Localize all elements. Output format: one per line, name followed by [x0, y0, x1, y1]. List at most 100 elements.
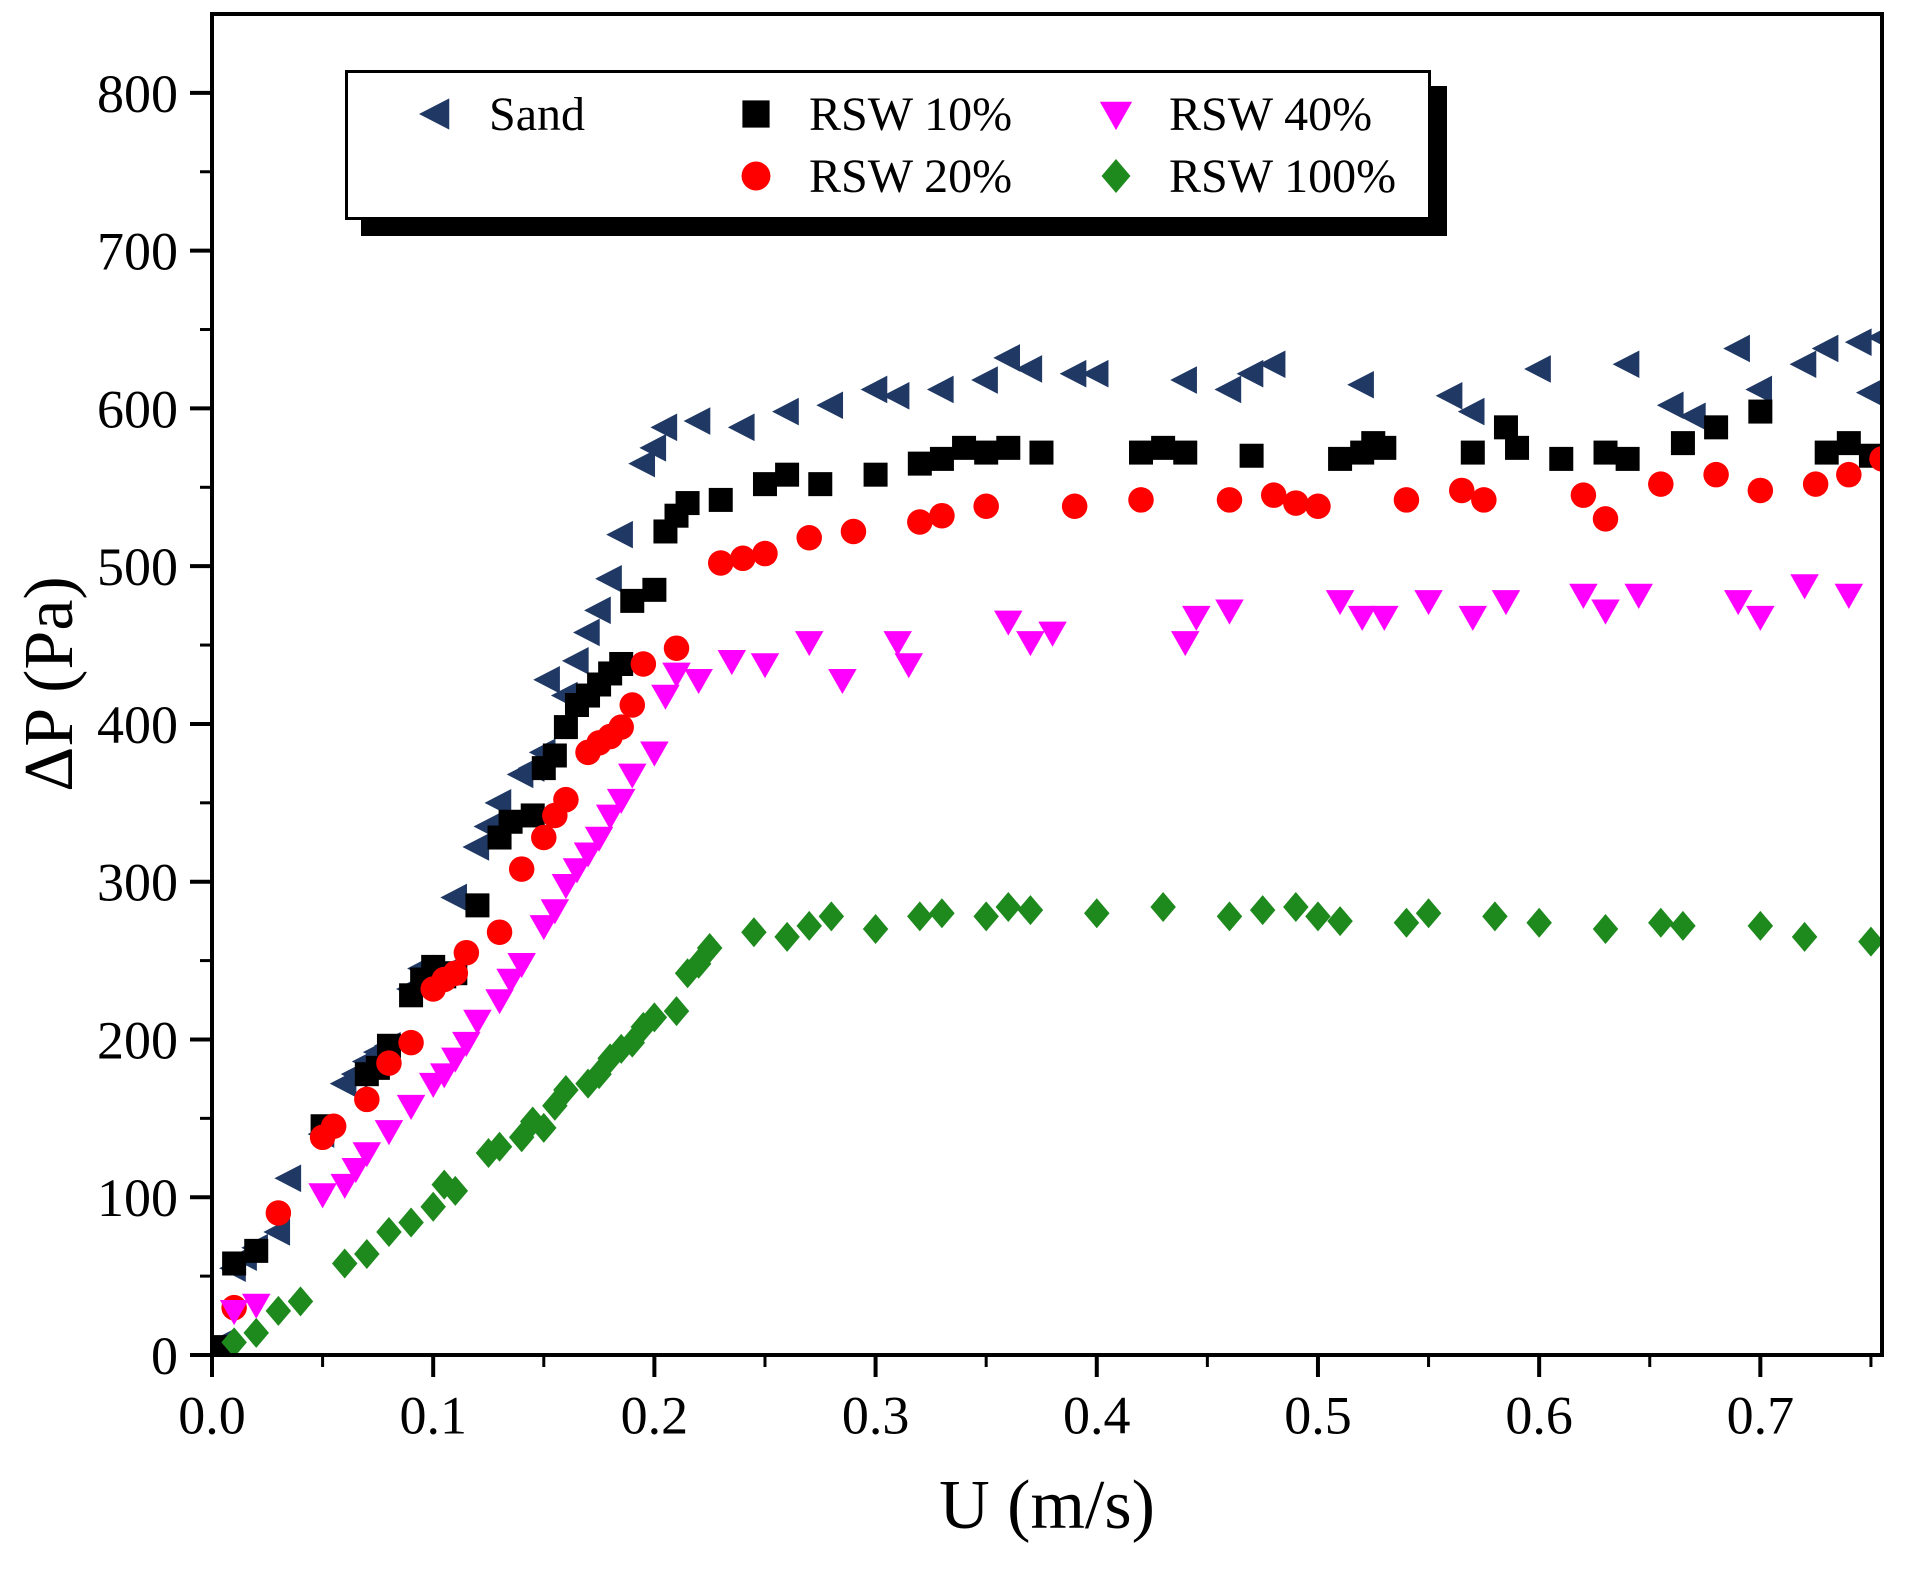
data-point	[606, 788, 636, 814]
data-point	[573, 618, 600, 647]
data-point	[1836, 431, 1861, 456]
data-point	[1059, 359, 1087, 388]
data-point	[1370, 605, 1399, 631]
data-point	[465, 893, 490, 918]
legend-item-label: RSW 10%	[809, 87, 1013, 141]
data-point	[608, 714, 634, 740]
y-tick-label: 400	[97, 695, 178, 755]
data-point	[971, 366, 998, 394]
data-point	[1704, 415, 1729, 440]
data-point	[265, 1295, 292, 1326]
data-point	[486, 1131, 513, 1162]
square-marker-icon	[742, 100, 770, 128]
data-point	[1347, 605, 1377, 631]
data-point	[1570, 482, 1597, 508]
data-point	[1648, 907, 1674, 938]
y-tick-label: 600	[97, 379, 178, 439]
data-point	[1182, 605, 1211, 631]
data-point	[398, 1207, 424, 1238]
data-point	[883, 631, 912, 657]
data-point	[484, 789, 512, 817]
data-point	[1129, 440, 1154, 465]
data-point	[796, 525, 822, 551]
data-point	[1214, 375, 1242, 404]
data-point	[1802, 471, 1829, 497]
data-point	[1457, 397, 1485, 426]
data-point	[507, 952, 536, 978]
data-point	[1458, 605, 1488, 631]
data-point	[222, 1251, 247, 1276]
data-point	[663, 635, 690, 661]
data-point	[354, 1239, 380, 1270]
data-point	[675, 491, 700, 516]
data-point	[717, 650, 747, 676]
data-point	[595, 564, 622, 593]
data-point	[609, 651, 634, 676]
data-point	[1703, 461, 1729, 488]
data-point	[241, 1293, 271, 1319]
data-point	[1591, 599, 1620, 625]
diamond-marker-icon	[1101, 159, 1131, 193]
data-point	[1393, 487, 1420, 513]
series-rsw-40	[219, 574, 1864, 1326]
data-point	[1258, 350, 1286, 379]
x-tick-label: 0.4	[1063, 1385, 1131, 1445]
data-point	[663, 996, 690, 1027]
data-point	[929, 898, 955, 929]
data-point	[320, 1113, 347, 1139]
data-point	[860, 375, 888, 404]
data-point	[606, 520, 633, 549]
data-point	[1791, 921, 1818, 952]
data-point	[354, 1086, 380, 1113]
data-point	[1615, 446, 1640, 471]
triangle-down-marker-icon	[1099, 101, 1133, 131]
data-point	[219, 1300, 249, 1326]
data-point	[1260, 482, 1287, 508]
data-point	[772, 397, 799, 426]
data-point	[619, 692, 646, 718]
data-point	[640, 741, 669, 767]
data-point	[486, 919, 513, 945]
data-point	[1746, 605, 1775, 631]
data-point	[430, 1063, 459, 1089]
plot-frame	[210, 12, 1884, 1357]
data-point	[452, 1031, 481, 1057]
legend-item-rsw-100: RSW 100%	[1038, 149, 1418, 204]
data-point	[398, 1029, 424, 1056]
data-point	[542, 743, 567, 768]
data-point	[584, 596, 611, 625]
data-point	[265, 1200, 292, 1226]
legend-item-rsw-40: RSW 40%	[1038, 87, 1418, 142]
legend-item-label: Sand	[489, 87, 585, 141]
data-point	[243, 1317, 269, 1348]
data-point	[996, 435, 1021, 460]
triangle-left-marker-icon	[419, 98, 450, 130]
data-point	[1173, 440, 1198, 465]
data-point	[1216, 901, 1243, 932]
data-point	[396, 1094, 426, 1120]
data-point	[1448, 477, 1475, 504]
data-point	[1170, 366, 1197, 394]
x-tick-label: 0.7	[1727, 1385, 1795, 1445]
data-point	[553, 786, 579, 813]
data-point	[907, 451, 932, 476]
data-point	[684, 668, 713, 695]
data-point	[1151, 435, 1176, 460]
legend-item-label: RSW 40%	[1169, 87, 1373, 141]
data-point	[1128, 487, 1154, 513]
data-point	[808, 472, 833, 497]
data-point	[816, 391, 844, 420]
data-point	[707, 550, 734, 576]
data-point	[1471, 487, 1497, 513]
data-point	[244, 1238, 269, 1263]
data-point	[1524, 355, 1551, 383]
data-point	[533, 665, 560, 694]
data-point	[531, 824, 557, 851]
data-point	[221, 1327, 247, 1357]
data-point	[1745, 375, 1773, 404]
data-point	[1790, 574, 1819, 600]
data-point	[1748, 399, 1773, 424]
data-point	[529, 915, 559, 941]
data-point	[308, 1183, 337, 1209]
data-point	[442, 960, 469, 986]
